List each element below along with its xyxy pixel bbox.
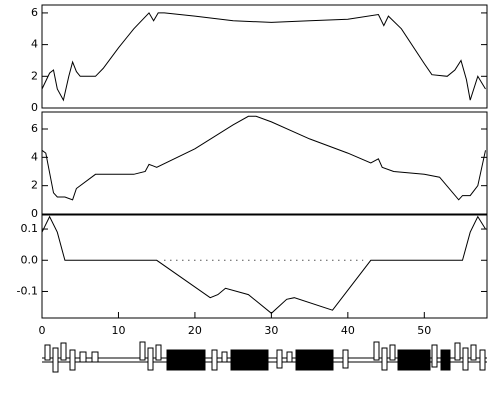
lattice <box>42 341 487 373</box>
y-tick-label: 0 <box>31 101 38 114</box>
plot-frame <box>41 111 488 215</box>
quad <box>454 342 461 361</box>
quad <box>155 344 162 361</box>
dipole <box>295 349 334 371</box>
quad <box>52 347 59 373</box>
quad <box>389 344 396 361</box>
plot-frame <box>41 4 488 109</box>
dipole <box>230 349 269 371</box>
y-tick-label: -0.1 <box>17 284 38 297</box>
y-tick-label: 4 <box>31 38 38 51</box>
y-tick-label: 0.0 <box>21 253 39 266</box>
quad <box>91 351 99 363</box>
y-tick-label: 6 <box>31 122 38 135</box>
x-tick-label: 0 <box>39 324 46 337</box>
quad <box>60 342 67 361</box>
data-line <box>41 12 486 102</box>
y-tick-label: 0 <box>31 207 38 220</box>
x-tick-label: 10 <box>111 324 125 337</box>
data-line <box>41 215 486 314</box>
x-tick-label: 20 <box>188 324 202 337</box>
y-tick-label: 2 <box>31 69 38 82</box>
y-tick-label: 2 <box>31 179 38 192</box>
quad <box>373 341 380 361</box>
quad <box>147 347 154 371</box>
quad <box>286 351 293 363</box>
quad <box>69 349 76 371</box>
quad <box>462 347 469 371</box>
dipole <box>397 349 431 371</box>
x-tick-label: 30 <box>264 324 278 337</box>
plot-frame <box>41 214 488 319</box>
y-tick-label: 4 <box>31 150 38 163</box>
quad <box>221 351 228 363</box>
quad <box>139 341 146 361</box>
quad <box>211 349 218 371</box>
y-tick-label: 6 <box>31 6 38 19</box>
quad <box>470 344 477 361</box>
dipole <box>440 349 451 371</box>
quad <box>44 344 51 361</box>
quad <box>381 347 388 371</box>
y-tick-label: 0.1 <box>21 222 39 235</box>
quad <box>342 349 349 369</box>
quad <box>431 344 438 368</box>
dipole <box>166 349 206 371</box>
data-line <box>41 115 486 201</box>
quad <box>479 349 486 371</box>
x-tick-label: 50 <box>417 324 431 337</box>
quad <box>276 349 283 369</box>
quad <box>79 351 87 363</box>
x-tick-label: 40 <box>341 324 355 337</box>
